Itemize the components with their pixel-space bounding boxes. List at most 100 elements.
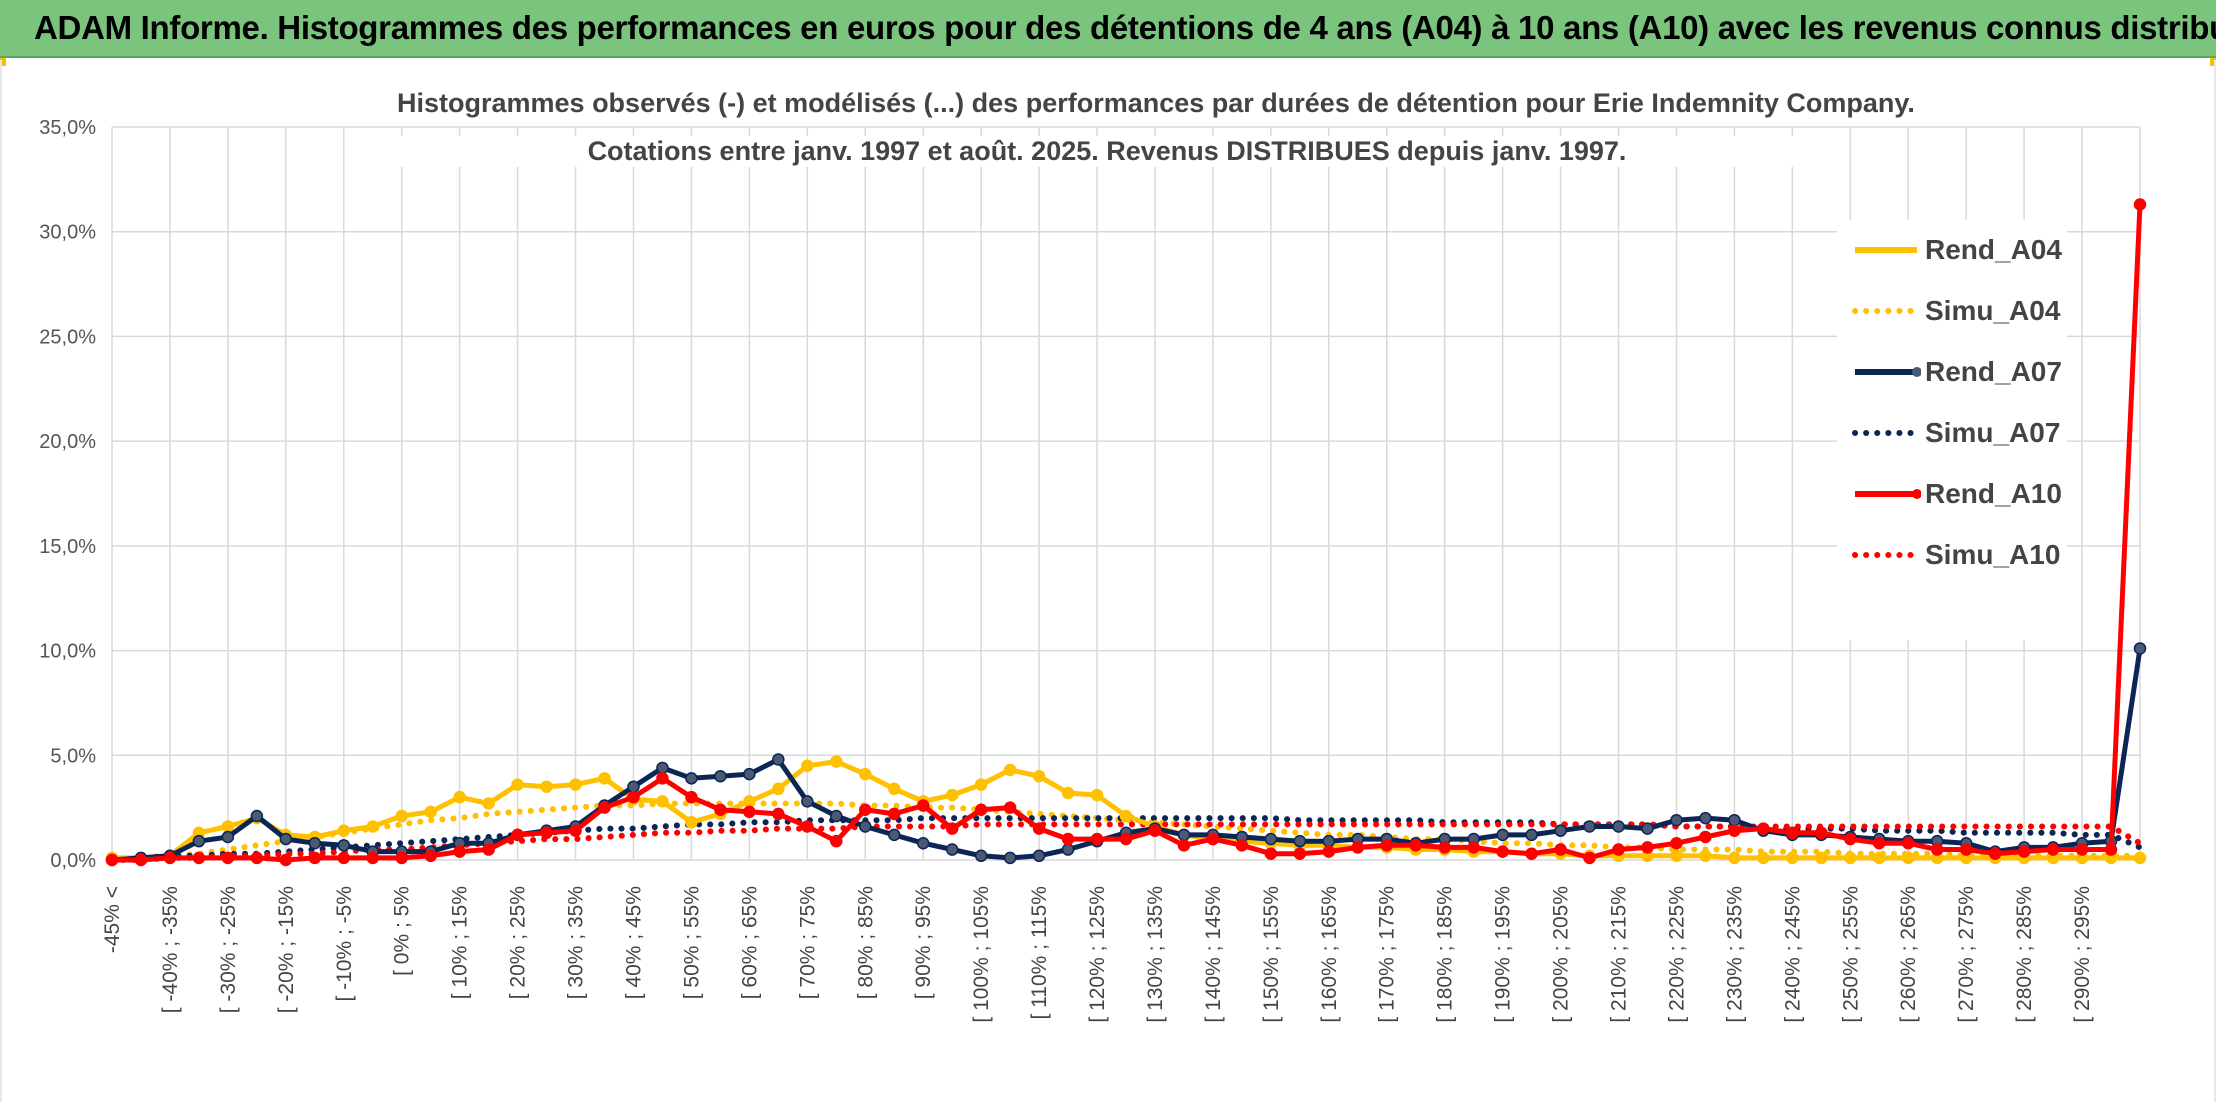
data-point-rend-a10 (1496, 845, 1509, 858)
data-point-rend-a07 (279, 832, 293, 846)
x-tick-label: [ 260% ; 265% (1897, 886, 1920, 1023)
data-point-rend-a10 (221, 851, 235, 865)
data-point-rend-a04 (1786, 851, 1799, 865)
x-tick-label: [ 70% ; 75% (796, 886, 819, 999)
data-point-rend-a10 (1003, 801, 1017, 814)
data-point-rend-a07 (945, 843, 959, 856)
data-point-rend-a04 (221, 820, 235, 833)
x-tick-label: [ 10% ; 15% (449, 886, 472, 999)
data-point-rend-a10 (1148, 824, 1162, 837)
data-point-rend-a10 (1930, 843, 1944, 856)
data-point-rend-a04 (1757, 851, 1770, 865)
legend-swatch-graphic (1852, 552, 1920, 558)
data-point-rend-a04 (1670, 849, 1683, 863)
data-point-rend-a07 (308, 836, 322, 850)
report-title: ADAM Informe. Histogrammes des performan… (34, 9, 2216, 46)
data-point-rend-a04 (1901, 851, 1915, 865)
y-tick-label: 10,0% (39, 641, 96, 663)
x-tick-label: [ 20% ; 25% (507, 886, 530, 999)
data-point-rend-a10 (598, 801, 611, 814)
data-point-rend-a04 (395, 809, 408, 823)
data-point-rend-a10 (1786, 826, 1799, 840)
legend-swatch-rend-a04 (1851, 240, 1921, 260)
y-tick-label: 35,0% (39, 117, 96, 139)
data-point-rend-a04 (1090, 788, 1104, 802)
legend-item-rend-a07: Rend_A07 (1851, 352, 2062, 392)
data-point-rend-a10 (1901, 836, 1915, 850)
data-point-rend-a10 (1699, 830, 1712, 844)
data-point-rend-a10 (279, 853, 293, 867)
data-point-rend-a10 (395, 851, 408, 865)
data-point-rend-a07 (1293, 834, 1307, 848)
data-point-rend-a04 (685, 816, 698, 829)
data-point-rend-a10 (887, 807, 901, 821)
data-point-rend-a04 (598, 772, 611, 785)
x-tick-label: [ -40% ; -35% (159, 886, 182, 1013)
legend-swatch-simu-a07 (1851, 423, 1921, 443)
y-tick-label: 30,0% (39, 222, 96, 244)
x-tick-label: [ 280% ; 285% (2013, 886, 2036, 1023)
legend-swatch-graphic (1855, 367, 1922, 377)
data-point-rend-a10 (511, 828, 524, 842)
y-tick-label: 20,0% (39, 431, 96, 453)
legend-swatch-graphic (1855, 247, 1917, 253)
x-tick-label: [ 110% ; 115% (1028, 886, 1051, 1019)
data-point-rend-a10 (134, 853, 148, 867)
data-point-rend-a10 (1959, 843, 1973, 856)
x-tick-label: [ -10% ; -5% (333, 886, 356, 1002)
data-point-rend-a04 (830, 755, 843, 768)
data-point-rend-a07 (1264, 832, 1278, 846)
data-point-rend-a10 (1322, 845, 1336, 858)
data-point-rend-a04 (859, 767, 872, 781)
data-point-rend-a07 (1496, 828, 1509, 842)
data-point-rend-a10 (1467, 841, 1480, 854)
legend-swatch-marker (1912, 367, 1922, 377)
x-tick-label: [ -30% ; -25% (217, 886, 240, 1013)
data-point-rend-a07 (714, 769, 727, 783)
x-tick-label: [ 150% ; 155% (1260, 886, 1283, 1023)
data-point-rend-a10 (1380, 839, 1393, 852)
chart-legend: Rend_A04 Simu_A04 Rend_A07 Simu_A07 Rend… (1837, 220, 2067, 640)
data-point-rend-a07 (1003, 851, 1017, 865)
data-point-rend-a07 (685, 772, 698, 785)
data-point-rend-a07 (1322, 834, 1336, 848)
data-point-rend-a10 (1757, 822, 1770, 835)
legend-label: Rend_A10 (1925, 478, 2062, 509)
chart-title-line-1: Histogrammes observés (-) et modélisés (… (397, 88, 1915, 119)
x-tick-label: [ 50% ; 55% (680, 886, 703, 999)
x-tick-label: [ -20% ; -15% (275, 886, 298, 1013)
data-point-rend-a07 (1032, 849, 1046, 863)
x-tick-label: [ 0% ; 5% (391, 886, 414, 976)
x-tick-label: [ 60% ; 65% (738, 886, 761, 999)
y-tick-label: 15,0% (39, 536, 96, 558)
data-point-rend-a04 (945, 788, 959, 802)
legend-item-simu-a04: Simu_A04 (1851, 291, 2060, 331)
data-point-rend-a10 (1815, 826, 1828, 840)
data-point-rend-a10 (337, 851, 351, 865)
data-point-rend-a07 (337, 839, 351, 852)
legend-swatch-simu-a04 (1851, 301, 1921, 321)
data-point-rend-a10 (1988, 847, 2002, 860)
data-point-rend-a07 (656, 761, 669, 775)
data-point-rend-a07 (192, 834, 206, 848)
legend-label: Simu_A10 (1925, 539, 2061, 570)
data-point-rend-a04 (656, 795, 669, 808)
data-point-rend-a07 (1583, 820, 1596, 833)
data-point-rend-a10 (192, 851, 206, 865)
data-point-rend-a04 (424, 805, 437, 819)
data-point-rend-a10 (1641, 841, 1654, 854)
chart-title-line-2: Cotations entre janv. 1997 et août. 2025… (397, 136, 1817, 167)
data-point-rend-a10 (308, 851, 322, 865)
data-point-rend-a04 (453, 790, 466, 804)
data-point-rend-a10 (1583, 851, 1596, 865)
data-point-rend-a07 (627, 780, 640, 793)
data-point-rend-a04 (1061, 786, 1075, 800)
data-point-rend-a10 (859, 803, 872, 816)
data-point-rend-a10 (424, 849, 437, 863)
data-point-rend-a10 (656, 772, 669, 785)
x-tick-label: [ 160% ; 165% (1318, 886, 1341, 1023)
x-tick-label: -45% < (101, 886, 124, 953)
data-point-rend-a10 (1554, 843, 1567, 856)
x-tick-label: [ 170% ; 175% (1376, 886, 1399, 1023)
data-point-rend-a10 (2133, 198, 2147, 211)
